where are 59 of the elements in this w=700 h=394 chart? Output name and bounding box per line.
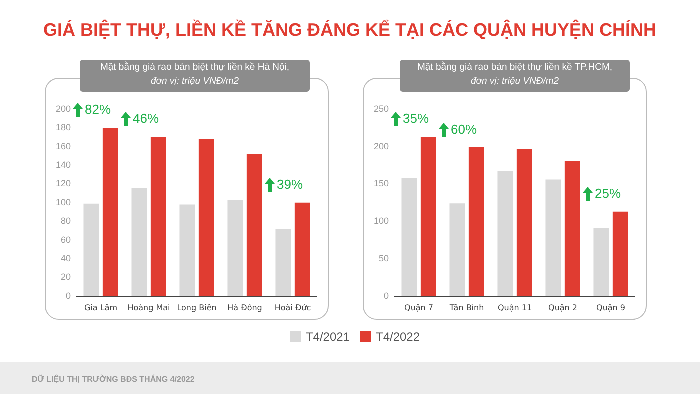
y-tick-label: 60 xyxy=(61,234,72,245)
x-tick-label: Long Biên xyxy=(177,303,217,312)
annotation: 46% xyxy=(133,111,160,126)
bar xyxy=(180,204,196,296)
y-tick-label: 50 xyxy=(379,253,390,264)
y-tick-label: 250 xyxy=(374,104,390,114)
y-tick-label: 100 xyxy=(374,216,390,226)
bar xyxy=(546,180,562,296)
annotation: 35% xyxy=(403,111,430,126)
y-tick-label: 100 xyxy=(56,197,72,208)
y-tick-label: 80 xyxy=(61,216,72,226)
bar xyxy=(564,161,580,296)
y-tick-label: 180 xyxy=(56,122,72,133)
bar xyxy=(420,137,436,296)
chart-subtitle: Mặt bằng giá rao bán biệt thự liền kề TP.HCM, đơn vị: triệu VNĐ/m2 xyxy=(416,62,614,89)
y-tick-label: 0 xyxy=(384,290,390,301)
bar xyxy=(198,139,214,296)
bar xyxy=(498,171,514,296)
y-tick-label: 20 xyxy=(61,272,72,282)
bar xyxy=(228,200,244,296)
bar xyxy=(612,212,628,296)
annotation: 39% xyxy=(277,176,304,192)
bar xyxy=(84,204,100,296)
x-tick-label: Quận 7 xyxy=(404,303,434,312)
chart-subtitle: Mặt bằng giá rao bán biệt thự liền kề Hà Nội, đơn vị: triệu VNĐ/m2 xyxy=(99,62,291,89)
y-tick-label: 160 xyxy=(56,141,72,152)
y-tick-label: 40 xyxy=(61,253,72,264)
y-tick-label: 140 xyxy=(56,160,72,170)
x-tick-label: Tân Bình xyxy=(448,303,484,312)
y-tick-label: 0 xyxy=(66,290,72,301)
legend-label: T4/2022 xyxy=(376,330,420,344)
x-tick-label: Quận 2 xyxy=(548,303,578,312)
x-tick-label: Hà Đông xyxy=(228,303,262,312)
y-tick-label: 120 xyxy=(56,178,72,189)
bar xyxy=(246,154,262,296)
bar xyxy=(132,188,148,296)
annotation: 60% xyxy=(451,122,478,137)
bar xyxy=(294,202,310,296)
annotation: 25% xyxy=(595,186,622,201)
bar xyxy=(150,137,166,296)
y-tick-label: 150 xyxy=(374,178,390,189)
x-tick-label: Gia Lâm xyxy=(84,303,118,312)
bar xyxy=(402,178,418,296)
x-tick-label: Quận 11 xyxy=(498,303,532,312)
y-tick-label: 200 xyxy=(374,141,390,152)
x-tick-label: Hoàng Mai xyxy=(128,303,170,312)
bar xyxy=(594,228,610,296)
annotation: 82% xyxy=(85,102,112,118)
y-tick-label: 200 xyxy=(56,104,72,114)
bar xyxy=(516,149,532,296)
bar xyxy=(468,148,484,296)
x-tick-label: Quận 9 xyxy=(596,303,626,312)
text: DỮ LIỆU THỊ TRƯỜNG BĐS THÁNG 4/2022 xyxy=(32,375,195,384)
bar xyxy=(276,229,292,296)
x-tick-label: Hoài Đức xyxy=(274,303,312,312)
bar xyxy=(450,204,466,296)
bar xyxy=(102,128,118,296)
legend-label: T4/2021 xyxy=(306,330,350,344)
chart-title: GIÁ BIỆT THỰ, LIỀN KỀ TĂNG ĐÁNG KỂ TẠI CÁC QUẬN HUYỆN CHÍNH xyxy=(42,20,658,41)
